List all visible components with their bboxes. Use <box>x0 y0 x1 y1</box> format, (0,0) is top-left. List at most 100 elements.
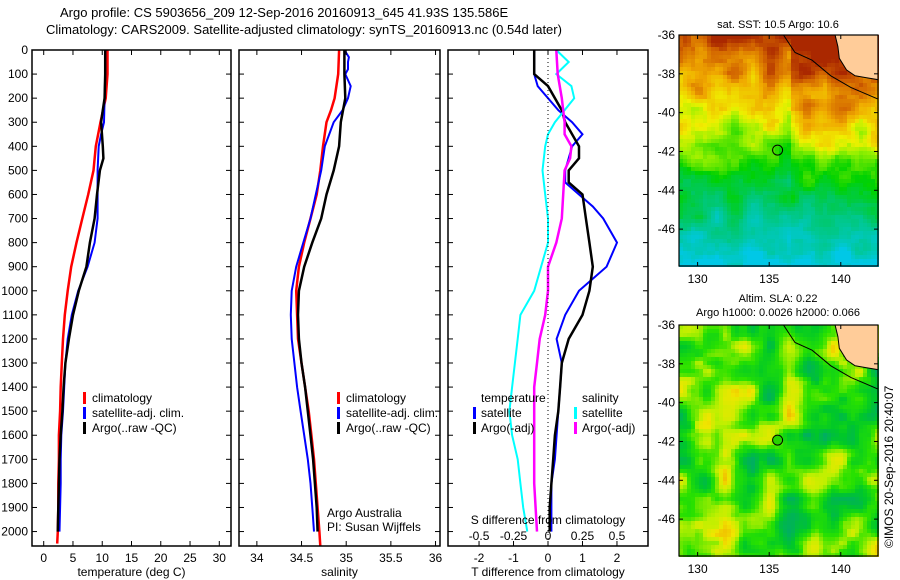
map-cell <box>775 195 779 199</box>
map-cell <box>687 417 691 421</box>
map-cell <box>795 47 799 51</box>
map-cell <box>755 357 759 361</box>
map-cell <box>803 235 807 239</box>
y-tick-label: -44 <box>658 183 676 197</box>
map-cell <box>787 107 791 111</box>
map-cell <box>815 345 819 349</box>
map-cell <box>807 353 811 357</box>
map-cell <box>803 263 807 267</box>
map-cell <box>871 203 875 207</box>
map-cell <box>795 445 799 449</box>
map-cell <box>795 465 799 469</box>
map-cell <box>875 215 879 219</box>
map-cell <box>843 445 847 449</box>
map-cell <box>731 377 735 381</box>
map-cell <box>771 433 775 437</box>
map-cell <box>847 183 851 187</box>
map-cell <box>779 231 783 235</box>
map-cell <box>823 71 827 75</box>
map-cell <box>695 457 699 461</box>
map-cell <box>855 111 859 115</box>
map-cell <box>855 381 859 385</box>
map-cell <box>731 449 735 453</box>
map-cell <box>835 377 839 381</box>
map-cell <box>695 353 699 357</box>
map-cell <box>819 401 823 405</box>
map-cell <box>755 163 759 167</box>
map-cell <box>819 373 823 377</box>
map-cell <box>791 243 795 247</box>
s-tick-label: -0.25 <box>500 529 528 543</box>
map-cell <box>871 131 875 135</box>
map-cell <box>759 329 763 333</box>
map-cell <box>775 251 779 255</box>
map-cell <box>779 349 783 353</box>
map-cell <box>803 417 807 421</box>
map-cell <box>779 135 783 139</box>
map-cell <box>811 123 815 127</box>
map-cell <box>819 235 823 239</box>
map-cell <box>823 187 827 191</box>
map-cell <box>795 199 799 203</box>
map-cell <box>855 465 859 469</box>
map-cell <box>795 163 799 167</box>
map-cell <box>795 83 799 87</box>
map-cell <box>727 171 731 175</box>
map-cell <box>847 191 851 195</box>
map-cell <box>715 211 719 215</box>
map-cell <box>875 91 879 95</box>
map-cell <box>783 47 787 51</box>
map-cell <box>835 409 839 413</box>
map-cell <box>779 461 783 465</box>
map-cell <box>755 187 759 191</box>
map-cell <box>827 191 831 195</box>
map-cell <box>855 389 859 393</box>
map-cell <box>719 103 723 107</box>
map-cell <box>771 71 775 75</box>
map-cell <box>819 413 823 417</box>
map-cell <box>751 39 755 43</box>
map-cell <box>747 333 751 337</box>
map-cell <box>691 115 695 119</box>
map-cell <box>731 345 735 349</box>
map-cell <box>707 211 711 215</box>
map-cell <box>687 43 691 47</box>
map-cell <box>723 67 727 71</box>
map-cell <box>811 163 815 167</box>
map-cell <box>711 155 715 159</box>
map-cell <box>807 123 811 127</box>
map-cell <box>767 63 771 67</box>
map-cell <box>803 357 807 361</box>
map-cell <box>719 47 723 51</box>
map-cell <box>771 333 775 337</box>
map-cell <box>707 369 711 373</box>
map-cell <box>847 437 851 441</box>
map-cell <box>855 247 859 251</box>
map-cell <box>815 231 819 235</box>
map-cell <box>687 397 691 401</box>
map-cell <box>771 135 775 139</box>
map-cell <box>743 417 747 421</box>
map-cell <box>811 99 815 103</box>
map-cell <box>787 199 791 203</box>
map-cell <box>775 373 779 377</box>
map-cell <box>855 75 859 79</box>
map-cell <box>815 75 819 79</box>
map-cell <box>835 99 839 103</box>
map-cell <box>727 235 731 239</box>
map-cell <box>711 429 715 433</box>
map-cell <box>863 99 867 103</box>
map-cell <box>783 39 787 43</box>
map-cell <box>815 147 819 151</box>
map-cell <box>755 361 759 365</box>
map-cell <box>763 259 767 263</box>
map-cell <box>771 361 775 365</box>
map-cell <box>743 373 747 377</box>
map-cell <box>807 329 811 333</box>
map-cell <box>691 187 695 191</box>
map-cell <box>791 365 795 369</box>
map-cell <box>823 199 827 203</box>
map-cell <box>763 381 767 385</box>
map-cell <box>767 445 771 449</box>
map-cell <box>771 47 775 51</box>
